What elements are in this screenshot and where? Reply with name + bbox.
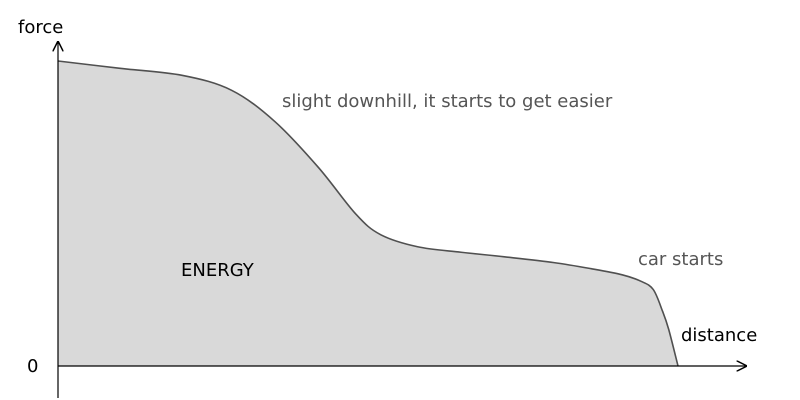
annotation-car-starts: car starts bbox=[638, 249, 723, 270]
force-curve bbox=[57, 60, 679, 367]
x-axis-title: distance bbox=[681, 325, 757, 346]
y-axis-title: force bbox=[18, 17, 63, 38]
y-tick-label-zero: 0 bbox=[27, 356, 38, 377]
energy-area bbox=[58, 61, 678, 366]
annotation-downhill: slight downhill, it starts to get easier bbox=[282, 91, 613, 112]
energy-area-label: ENERGY bbox=[181, 260, 255, 281]
